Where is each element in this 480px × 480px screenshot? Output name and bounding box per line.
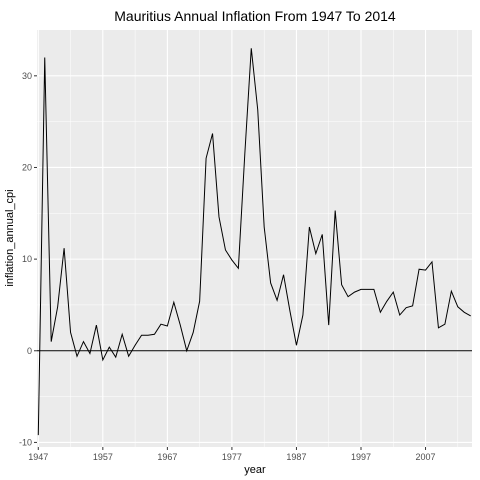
y-tick-label: -10	[19, 437, 32, 447]
x-tick-label: 1977	[222, 452, 242, 462]
x-tick-label: 1957	[93, 452, 113, 462]
y-tick-label: 30	[22, 71, 32, 81]
x-tick-label: 1947	[28, 452, 48, 462]
x-axis-ticks: 1947 1957 1967 1977 1987 1997 2007	[28, 447, 436, 462]
plot-panel	[37, 30, 472, 447]
x-tick-label: 1997	[351, 452, 371, 462]
y-tick-label: 10	[22, 254, 32, 264]
major-gridlines	[37, 30, 472, 447]
x-tick-label: 1987	[286, 452, 306, 462]
chart-title: Mauritius Annual Inflation From 1947 To …	[114, 8, 396, 24]
inflation-series-line	[37, 48, 471, 436]
x-axis-title: year	[244, 464, 266, 476]
y-tick-label: 20	[22, 162, 32, 172]
y-tick-label: 0	[27, 346, 32, 356]
x-tick-label: 2007	[416, 452, 436, 462]
y-axis-title: inflation_annual_cpi	[4, 189, 16, 286]
x-tick-label: 1967	[157, 452, 177, 462]
y-axis-ticks: -10 0 10 20 30	[19, 71, 37, 447]
minor-gridlines	[37, 30, 472, 447]
